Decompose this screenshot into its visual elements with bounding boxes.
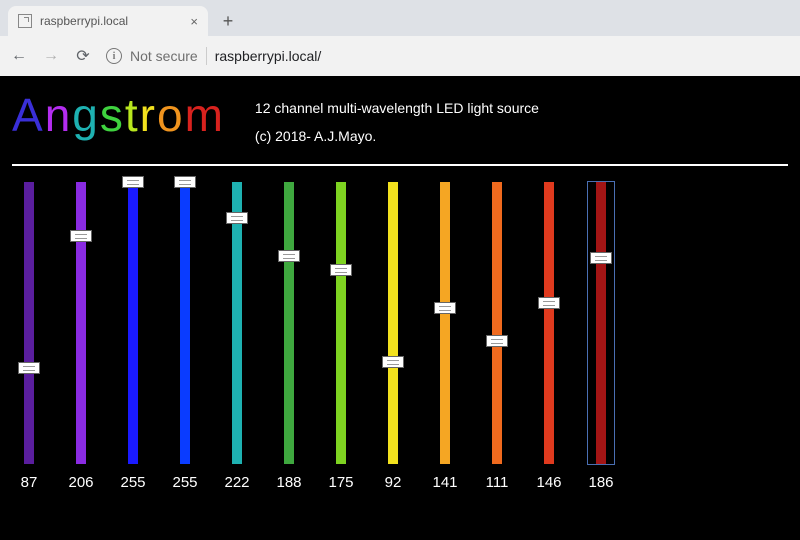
logo-letter: o: [157, 88, 185, 142]
logo-letter: g: [72, 88, 100, 142]
slider-value: 92: [385, 474, 402, 491]
channel: 146: [536, 182, 562, 491]
slider[interactable]: [432, 182, 458, 464]
slider[interactable]: [172, 182, 198, 464]
header-meta: 12 channel multi-wavelength LED light so…: [255, 94, 539, 150]
slider-value: 255: [120, 474, 145, 491]
slider-thumb[interactable]: [486, 335, 508, 347]
divider: [12, 164, 788, 166]
slider-track: [440, 182, 450, 464]
channel: 92: [380, 182, 406, 491]
slider-value: 141: [432, 474, 457, 491]
logo-letter: t: [125, 88, 140, 142]
slider-value: 111: [486, 474, 509, 491]
channel: 111: [484, 182, 510, 491]
info-icon[interactable]: i: [106, 48, 122, 64]
separator: [206, 47, 207, 65]
back-button[interactable]: ←: [10, 47, 28, 65]
slider[interactable]: [536, 182, 562, 464]
logo-letter: A: [12, 88, 45, 142]
address-bar: ← → ⟳ i Not secure raspberrypi.local/: [0, 36, 800, 76]
copyright: (c) 2018- A.J.Mayo.: [255, 122, 539, 150]
close-icon[interactable]: ×: [190, 14, 198, 29]
slider-value: 222: [224, 474, 249, 491]
channel: 255: [120, 182, 146, 491]
channel: 222: [224, 182, 250, 491]
url-text: raspberrypi.local/: [215, 48, 322, 64]
channel: 141: [432, 182, 458, 491]
slider[interactable]: [380, 182, 406, 464]
slider[interactable]: [276, 182, 302, 464]
logo-letter: r: [140, 88, 157, 142]
page-body: Angstrom 12 channel multi-wavelength LED…: [0, 76, 800, 540]
file-icon: [18, 14, 32, 28]
channel: 188: [276, 182, 302, 491]
slider-thumb[interactable]: [382, 356, 404, 368]
browser-tab[interactable]: raspberrypi.local ×: [8, 6, 208, 36]
slider[interactable]: [16, 182, 42, 464]
slider-thumb[interactable]: [278, 250, 300, 262]
slider-track: [388, 182, 398, 464]
slider-value: 186: [588, 474, 613, 491]
tab-bar: raspberrypi.local × +: [0, 0, 800, 36]
slider-thumb[interactable]: [122, 176, 144, 188]
tab-title: raspberrypi.local: [40, 14, 184, 28]
slider-thumb[interactable]: [590, 252, 612, 264]
slider-thumb[interactable]: [226, 212, 248, 224]
slider-thumb[interactable]: [434, 302, 456, 314]
slider-value: 255: [172, 474, 197, 491]
logo: Angstrom: [12, 88, 225, 142]
slider[interactable]: [224, 182, 250, 464]
slider-track: [596, 182, 606, 464]
channel: 186: [588, 182, 614, 491]
url-box[interactable]: i Not secure raspberrypi.local/: [106, 47, 321, 65]
new-tab-button[interactable]: +: [214, 8, 242, 36]
slider[interactable]: [120, 182, 146, 464]
forward-button[interactable]: →: [42, 47, 60, 65]
slider-value: 206: [68, 474, 93, 491]
slider[interactable]: [68, 182, 94, 464]
browser-chrome: raspberrypi.local × + ← → ⟳ i Not secure…: [0, 0, 800, 76]
logo-letter: m: [185, 88, 225, 142]
logo-letter: n: [45, 88, 73, 142]
subtitle: 12 channel multi-wavelength LED light so…: [255, 94, 539, 122]
slider[interactable]: [484, 182, 510, 464]
slider-track: [128, 182, 138, 464]
slider-value: 188: [276, 474, 301, 491]
slider-track: [284, 182, 294, 464]
slider-track: [492, 182, 502, 464]
reload-button[interactable]: ⟳: [74, 46, 92, 66]
insecure-label: Not secure: [130, 48, 198, 64]
channel: 255: [172, 182, 198, 491]
page-header: Angstrom 12 channel multi-wavelength LED…: [12, 88, 788, 150]
slider[interactable]: [588, 182, 614, 464]
slider-thumb[interactable]: [330, 264, 352, 276]
slider-thumb[interactable]: [174, 176, 196, 188]
slider-thumb[interactable]: [538, 297, 560, 309]
slider-value: 146: [536, 474, 561, 491]
channel: 175: [328, 182, 354, 491]
slider-thumb[interactable]: [18, 362, 40, 374]
slider-track: [336, 182, 346, 464]
slider-track: [544, 182, 554, 464]
channel: 206: [68, 182, 94, 491]
slider-group: 87 206 255 255 222 188 175 92 141 111 146 186: [12, 182, 788, 491]
slider[interactable]: [328, 182, 354, 464]
slider-track: [76, 182, 86, 464]
slider-track: [180, 182, 190, 464]
slider-thumb[interactable]: [70, 230, 92, 242]
logo-letter: s: [100, 88, 125, 142]
slider-value: 87: [21, 474, 38, 491]
slider-value: 175: [328, 474, 353, 491]
channel: 87: [16, 182, 42, 491]
slider-track: [24, 182, 34, 464]
